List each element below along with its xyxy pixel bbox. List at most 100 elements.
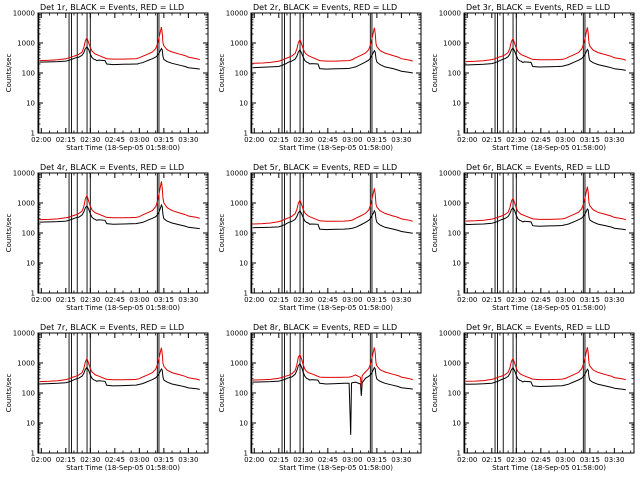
x-tick-label: 02:30 xyxy=(80,296,100,304)
x-tick-label: 02:30 xyxy=(293,296,313,304)
x-tick-label: 02:45 xyxy=(105,136,125,144)
x-tick-label: 03:00 xyxy=(555,456,575,464)
y-axis-label: Counts/sec xyxy=(5,374,13,413)
x-tick-label: 03:30 xyxy=(391,456,411,464)
x-tick-label: 02:30 xyxy=(506,296,526,304)
y-tick-label: 100 xyxy=(448,230,461,238)
y-tick-label: 100 xyxy=(22,70,35,78)
y-tick-label: 1 xyxy=(457,450,461,458)
x-tick-label: 03:30 xyxy=(178,296,198,304)
y-tick-label: 10000 xyxy=(439,10,461,18)
x-tick-label: 02:45 xyxy=(531,456,551,464)
x-tick-label: 03:15 xyxy=(367,136,387,144)
x-tick-label: 02:00 xyxy=(244,296,264,304)
y-tick-label: 100 xyxy=(448,390,461,398)
y-axis-label: Counts/sec xyxy=(5,54,13,93)
y-tick-label: 10000 xyxy=(226,10,248,18)
x-tick-label: 02:15 xyxy=(482,296,502,304)
y-tick-label: 10 xyxy=(26,260,35,268)
y-tick-label: 1 xyxy=(244,130,248,138)
y-tick-label: 1 xyxy=(31,130,35,138)
x-tick-label: 02:30 xyxy=(80,456,100,464)
x-tick-label: 02:45 xyxy=(318,456,338,464)
lld-series-line xyxy=(252,347,413,388)
x-tick-label: 03:30 xyxy=(604,296,624,304)
y-tick-label: 10 xyxy=(26,420,35,428)
events-series-line xyxy=(252,362,413,435)
x-tick-label: 02:00 xyxy=(457,136,477,144)
chart-panel: Det 8r, BLACK = Events, RED = LLD 1 10 100 1… xyxy=(218,323,422,472)
x-tick-label: 02:00 xyxy=(31,296,51,304)
plot-frame xyxy=(250,12,422,134)
x-tick-label: 02:15 xyxy=(56,136,76,144)
x-tick-label: 03:00 xyxy=(342,296,362,304)
y-tick-label: 100 xyxy=(448,70,461,78)
chart-panel: Det 7r, BLACK = Events, RED = LLD 1 10 100 1… xyxy=(5,323,209,472)
x-tick-label: 02:15 xyxy=(269,456,289,464)
chart-title: Det 3r, BLACK = Events, RED = LLD xyxy=(466,3,610,12)
chart-title: Det 7r, BLACK = Events, RED = LLD xyxy=(40,323,184,332)
lld-series-line xyxy=(39,181,200,221)
x-tick-label: 03:15 xyxy=(580,296,600,304)
x-tick-label: 02:00 xyxy=(244,136,264,144)
x-axis-label: Start Time (18-Sep-05 01:58:00) xyxy=(279,144,393,152)
y-axis-label: Counts/sec xyxy=(218,54,226,93)
plot-frame xyxy=(37,12,209,134)
chart-panel: Det 2r, BLACK = Events, RED = LLD 1 10 100 1… xyxy=(218,3,422,152)
events-series-line xyxy=(39,203,200,230)
y-tick-label: 1000 xyxy=(230,200,248,208)
x-tick-label: 02:15 xyxy=(482,136,502,144)
x-axis-label: Start Time (18-Sep-05 01:58:00) xyxy=(492,464,606,472)
x-tick-label: 02:45 xyxy=(105,296,125,304)
y-axis-label: Counts/sec xyxy=(218,374,226,413)
x-axis-label: Start Time (18-Sep-05 01:58:00) xyxy=(66,144,180,152)
x-axis-label: Start Time (18-Sep-05 01:58:00) xyxy=(492,144,606,152)
y-tick-label: 1 xyxy=(244,450,248,458)
lld-series-line xyxy=(39,26,200,62)
events-series-line xyxy=(252,209,413,234)
y-tick-label: 100 xyxy=(235,70,248,78)
y-tick-label: 10 xyxy=(452,420,461,428)
x-tick-label: 03:15 xyxy=(367,456,387,464)
y-tick-label: 100 xyxy=(22,390,35,398)
y-tick-label: 10000 xyxy=(439,170,461,178)
x-tick-label: 03:15 xyxy=(154,456,174,464)
chart-title: Det 5r, BLACK = Events, RED = LLD xyxy=(253,163,397,172)
x-axis-label: Start Time (18-Sep-05 01:58:00) xyxy=(279,464,393,472)
y-tick-label: 1 xyxy=(457,130,461,138)
x-tick-label: 02:15 xyxy=(56,456,76,464)
chart-title: Det 6r, BLACK = Events, RED = LLD xyxy=(466,163,610,172)
y-axis-label: Counts/sec xyxy=(431,214,439,253)
chart-title: Det 9r, BLACK = Events, RED = LLD xyxy=(466,323,610,332)
chart-title: Det 1r, BLACK = Events, RED = LLD xyxy=(40,3,184,12)
x-tick-label: 03:30 xyxy=(391,296,411,304)
y-tick-label: 100 xyxy=(235,230,248,238)
plot-frame xyxy=(250,172,422,294)
y-tick-label: 1000 xyxy=(17,200,35,208)
x-tick-label: 02:00 xyxy=(457,296,477,304)
x-tick-label: 03:00 xyxy=(129,456,149,464)
chart-title: Det 2r, BLACK = Events, RED = LLD xyxy=(253,3,397,12)
x-tick-label: 03:00 xyxy=(129,136,149,144)
y-tick-label: 1 xyxy=(457,290,461,298)
y-axis-label: Counts/sec xyxy=(431,54,439,93)
y-tick-label: 10000 xyxy=(226,170,248,178)
y-axis-label: Counts/sec xyxy=(431,374,439,413)
x-tick-label: 02:30 xyxy=(293,136,313,144)
x-tick-label: 02:15 xyxy=(269,136,289,144)
y-tick-label: 10 xyxy=(452,260,461,268)
plot-frame xyxy=(37,332,209,454)
x-tick-label: 03:15 xyxy=(580,136,600,144)
x-tick-label: 03:30 xyxy=(178,136,198,144)
x-tick-label: 03:30 xyxy=(604,136,624,144)
x-tick-label: 02:00 xyxy=(31,456,51,464)
x-tick-label: 02:45 xyxy=(105,456,125,464)
chart-title: Det 8r, BLACK = Events, RED = LLD xyxy=(253,323,397,332)
x-tick-label: 03:00 xyxy=(555,296,575,304)
x-tick-label: 03:30 xyxy=(391,136,411,144)
x-tick-label: 03:00 xyxy=(129,296,149,304)
chart-panel: Det 1r, BLACK = Events, RED = LLD 1 10 100 1… xyxy=(5,3,209,152)
lld-series-line xyxy=(252,27,413,64)
